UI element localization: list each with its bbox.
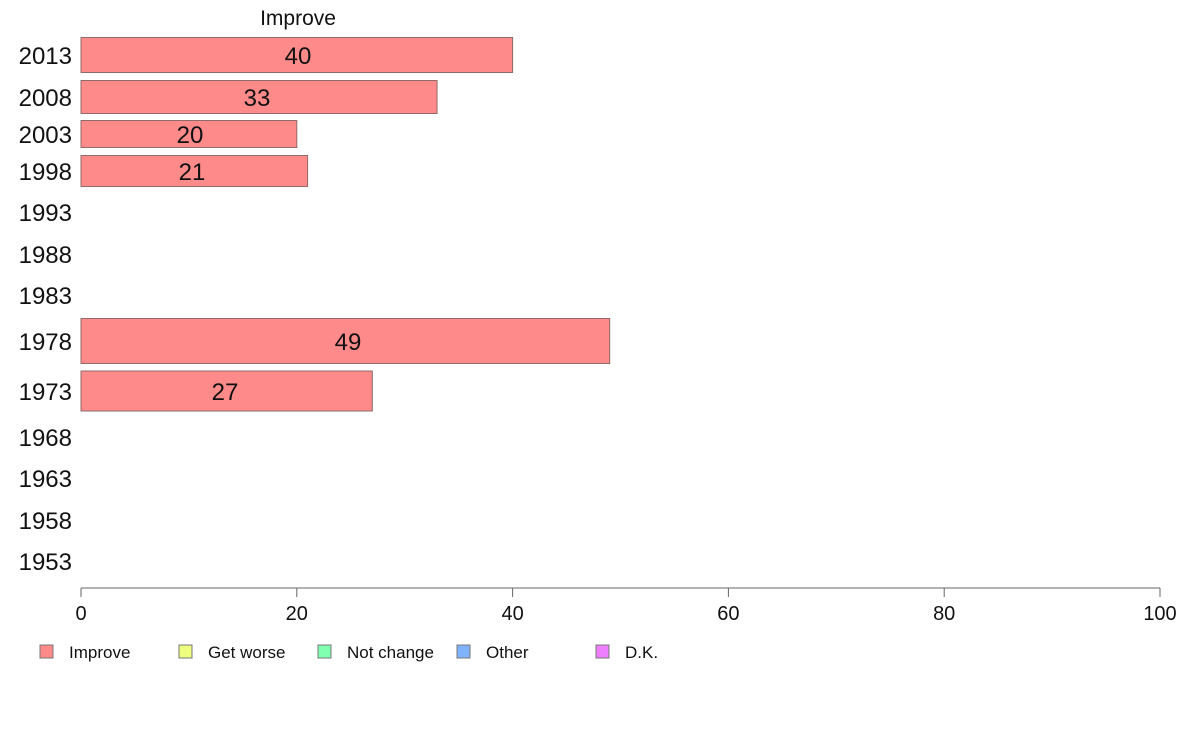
y-tick-label: 1968 bbox=[19, 425, 72, 452]
bar-1978 bbox=[80, 318, 611, 364]
bars-group bbox=[80, 37, 611, 412]
x-tick-label: 60 bbox=[717, 603, 739, 625]
legend-label: Improve bbox=[69, 643, 130, 662]
legend-swatch bbox=[317, 644, 332, 659]
data-label-1978: 49 bbox=[335, 329, 362, 356]
y-tick-label: 2013 bbox=[19, 43, 72, 70]
bar-1998 bbox=[80, 155, 309, 187]
legend-label: Not change bbox=[347, 643, 434, 662]
data-label-1998: 21 bbox=[179, 159, 206, 186]
x-ticks-group: 0 20 40 60 80 100 bbox=[75, 588, 1177, 625]
legend-label: D.K. bbox=[625, 643, 658, 662]
x-tick-label: 80 bbox=[933, 603, 955, 625]
legend-item: Other bbox=[456, 643, 529, 662]
x-tick-label: 40 bbox=[501, 603, 523, 625]
legend-swatch bbox=[595, 644, 610, 659]
x-tick-label: 20 bbox=[286, 603, 308, 625]
legend-item: Improve bbox=[39, 643, 130, 662]
x-tick-label: 0 bbox=[75, 603, 86, 625]
y-tick-label: 1958 bbox=[19, 508, 72, 535]
legend-item: Get worse bbox=[178, 643, 285, 662]
y-tick-label: 1973 bbox=[19, 379, 72, 406]
chart-title: Improve bbox=[260, 7, 336, 30]
data-label-1973: 27 bbox=[212, 379, 239, 406]
year-labels-group: 2013 2008 2003 1998 1993 1988 1983 1978 1973 1968… bbox=[19, 43, 72, 576]
bar-1973 bbox=[80, 370, 373, 412]
legend-label: Other bbox=[486, 643, 529, 662]
data-label-2003: 20 bbox=[177, 122, 204, 149]
value-labels-group: 40 33 20 21 49 27 bbox=[177, 43, 362, 406]
legend-swatch bbox=[39, 644, 54, 659]
y-tick-label: 1983 bbox=[19, 283, 72, 310]
bar-2008 bbox=[80, 80, 438, 114]
legend-item: D.K. bbox=[595, 643, 658, 662]
y-tick-label: 1963 bbox=[19, 466, 72, 493]
y-tick-label: 1988 bbox=[19, 242, 72, 269]
y-tick-label: 2003 bbox=[19, 122, 72, 149]
y-tick-label: 1993 bbox=[19, 200, 72, 227]
y-tick-label: 1953 bbox=[19, 549, 72, 576]
y-tick-label: 2008 bbox=[19, 85, 72, 112]
data-label-2008: 33 bbox=[244, 85, 271, 112]
legend-item: Not change bbox=[317, 643, 434, 662]
legend-swatch bbox=[456, 644, 471, 659]
data-label-2013: 40 bbox=[285, 43, 312, 70]
y-tick-label: 1998 bbox=[19, 159, 72, 186]
y-tick-label: 1978 bbox=[19, 329, 72, 356]
legend-swatch bbox=[178, 644, 193, 659]
x-tick-label: 100 bbox=[1143, 603, 1176, 625]
legend-label: Get worse bbox=[208, 643, 285, 662]
bar-2013 bbox=[80, 37, 514, 73]
bar-2003 bbox=[80, 120, 298, 148]
legend: Improve Get worse Not change Other D.K. bbox=[39, 643, 658, 662]
